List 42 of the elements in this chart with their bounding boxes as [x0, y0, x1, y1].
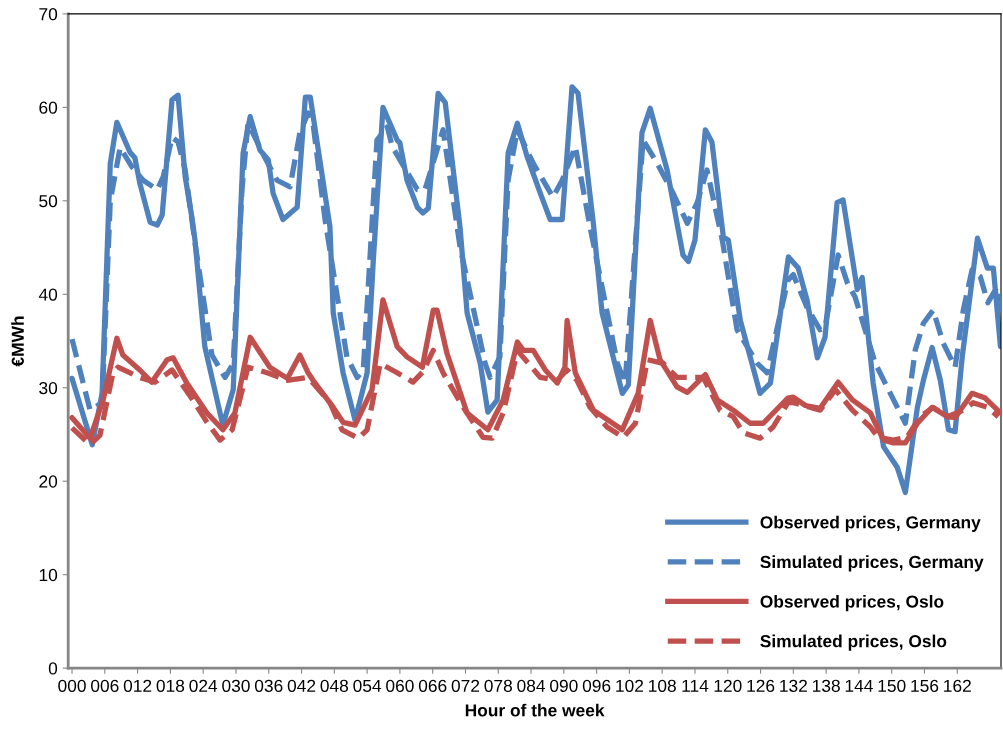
x-tick-label: 054 — [353, 679, 382, 692]
x-tick-label: 090 — [550, 679, 578, 692]
x-tick-label: 150 — [878, 679, 906, 692]
legend-label: Simulated prices, Germany — [760, 555, 984, 572]
x-tick-label: 060 — [386, 679, 414, 692]
y-tick-label: 30 — [39, 381, 58, 395]
x-tick-label: 162 — [944, 679, 971, 692]
y-axis-title: €MWh — [11, 316, 24, 367]
x-tick-label: 132 — [780, 679, 807, 692]
x-tick-label: 126 — [747, 679, 775, 692]
y-tick-label: 20 — [39, 475, 58, 488]
x-tick-label: 012 — [123, 679, 152, 692]
x-tick-label: 024 — [189, 679, 218, 692]
y-tick-label: 10 — [39, 568, 58, 582]
x-tick-label: 156 — [911, 679, 939, 692]
x-tick-label: 048 — [320, 679, 349, 692]
x-tick-label: 078 — [484, 679, 512, 692]
y-tick-label: 50 — [39, 194, 58, 208]
x-tick-label: 066 — [418, 679, 447, 692]
x-tick-label: 042 — [287, 679, 316, 692]
x-tick-label: 018 — [156, 679, 185, 692]
legend-label: Observed prices, Germany — [760, 515, 981, 532]
x-tick-label: 138 — [812, 679, 840, 692]
legend-label: Observed prices, Oslo — [760, 594, 944, 612]
x-tick-label: 144 — [845, 679, 873, 692]
x-tick-label: 108 — [649, 679, 676, 692]
x-tick-label: 084 — [517, 679, 546, 692]
x-tick-label: 120 — [714, 679, 742, 692]
y-tick-label: 0 — [48, 662, 58, 675]
y-tick-label: 40 — [38, 288, 58, 301]
x-axis-title: Hour of the week — [465, 703, 605, 717]
x-tick-label: 030 — [222, 679, 250, 692]
x-tick-label: 000 — [58, 679, 86, 692]
x-tick-label: 096 — [582, 679, 611, 692]
y-tick-label: 60 — [39, 101, 58, 114]
x-tick-label: 114 — [682, 679, 709, 692]
y-tick-label: 70 — [39, 8, 58, 21]
legend-label: Simulated prices, Oslo — [760, 634, 947, 651]
x-tick-label: 072 — [451, 679, 480, 692]
x-tick-label: 102 — [616, 679, 644, 692]
x-tick-label: 036 — [254, 679, 283, 692]
x-tick-label: 006 — [91, 679, 119, 692]
